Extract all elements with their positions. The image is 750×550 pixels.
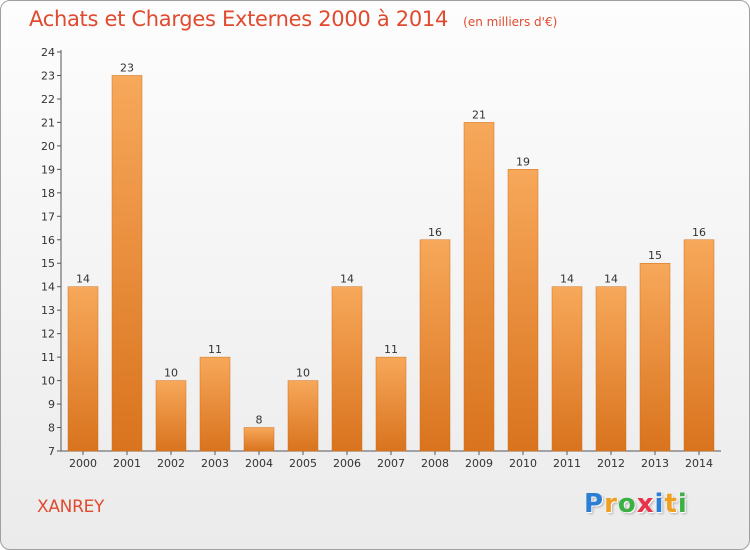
bar-2005 xyxy=(287,380,319,452)
x-tick-label-2006: 2006 xyxy=(333,457,361,470)
bar-2007 xyxy=(375,356,407,452)
y-tick-label: 9 xyxy=(48,398,55,411)
bar-2006 xyxy=(331,286,363,452)
y-tick-label: 11 xyxy=(41,351,55,364)
bar-2012 xyxy=(595,286,627,452)
logo-letter: r xyxy=(604,489,618,519)
value-label-2006: 14 xyxy=(340,273,354,286)
y-tick-label: 17 xyxy=(41,210,55,223)
chart-subtitle: (en milliers d'€) xyxy=(463,15,558,29)
value-label-2014: 16 xyxy=(692,226,706,239)
logo-letter: i xyxy=(654,489,665,519)
value-label-2007: 11 xyxy=(384,343,398,356)
logo-letter: i xyxy=(677,489,688,519)
bar-2004 xyxy=(243,427,275,452)
x-tick-label-2001: 2001 xyxy=(113,457,141,470)
x-tick-label-2012: 2012 xyxy=(597,457,625,470)
y-tick-label: 19 xyxy=(41,163,55,176)
bar-2010 xyxy=(507,169,539,452)
x-tick-label-2014: 2014 xyxy=(685,457,713,470)
chart-axes: 7 8 9 10 11 12 13 14 15 16 17 18 19 20 21 22 23 24 2000 200… xyxy=(41,46,721,470)
y-tick-label: 15 xyxy=(41,257,55,270)
x-tick-label-2003: 2003 xyxy=(201,457,229,470)
value-label-2009: 21 xyxy=(472,108,486,121)
y-tick-label: 18 xyxy=(41,187,55,200)
x-tick-label-2010: 2010 xyxy=(509,457,537,470)
bar-2011 xyxy=(551,286,583,452)
logo-letter: x xyxy=(636,489,655,519)
value-label-2005: 10 xyxy=(296,367,310,380)
bar-2014 xyxy=(683,239,715,452)
y-tick-label: 13 xyxy=(41,304,55,317)
y-tick-label: 8 xyxy=(48,422,55,435)
bar-2001 xyxy=(111,75,143,452)
value-label-2003: 11 xyxy=(208,343,222,356)
value-label-2000: 14 xyxy=(76,273,90,286)
x-tick-label-2004: 2004 xyxy=(245,457,273,470)
commune-name: XANREY xyxy=(37,497,105,517)
chart-title: Achats et Charges Externes 2000 à 2014 xyxy=(29,7,449,31)
x-tick-label-2007: 2007 xyxy=(377,457,405,470)
chart-header: Achats et Charges Externes 2000 à 2014 (… xyxy=(29,7,557,31)
y-tick-label: 10 xyxy=(41,375,55,388)
y-tick-label: 22 xyxy=(41,93,55,106)
y-tick-label: 7 xyxy=(48,445,55,458)
bar-2000 xyxy=(67,286,99,452)
bar-2009 xyxy=(463,122,495,452)
logo-letter: o xyxy=(617,489,637,519)
x-tick-label-2009: 2009 xyxy=(465,457,493,470)
value-label-2010: 19 xyxy=(516,155,530,168)
bar-2013 xyxy=(639,262,671,452)
value-label-2001: 23 xyxy=(120,61,134,74)
value-label-2013: 15 xyxy=(648,249,662,262)
x-tick-label-2008: 2008 xyxy=(421,457,449,470)
logo-letter: P xyxy=(584,489,605,519)
x-tick-label-2002: 2002 xyxy=(157,457,185,470)
value-label-2002: 10 xyxy=(164,367,178,380)
logo-letter: t xyxy=(664,489,678,519)
y-tick-label: 14 xyxy=(41,281,55,294)
value-label-2004: 8 xyxy=(256,414,263,427)
bar-2003 xyxy=(199,356,231,452)
proxiti-logo: Proxiti xyxy=(584,489,688,519)
x-tick-label-2011: 2011 xyxy=(553,457,581,470)
chart-bars xyxy=(67,75,715,452)
x-tick-label-2005: 2005 xyxy=(289,457,317,470)
x-tick-label-2000: 2000 xyxy=(69,457,97,470)
y-tick-label: 12 xyxy=(41,328,55,341)
y-tick-label: 16 xyxy=(41,234,55,247)
value-label-2011: 14 xyxy=(560,273,574,286)
y-tick-label: 21 xyxy=(41,116,55,129)
bar-2002 xyxy=(155,380,187,452)
y-tick-label: 24 xyxy=(41,46,55,59)
x-tick-label-2013: 2013 xyxy=(641,457,669,470)
value-label-2012: 14 xyxy=(604,273,618,286)
bar-2008 xyxy=(419,239,451,452)
y-tick-label: 20 xyxy=(41,140,55,153)
y-tick-label: 23 xyxy=(41,69,55,82)
chart-value-labels: 14 23 10 11 8 10 14 11 16 21 19 14 14 15 16 xyxy=(76,61,706,426)
value-label-2008: 16 xyxy=(428,226,442,239)
